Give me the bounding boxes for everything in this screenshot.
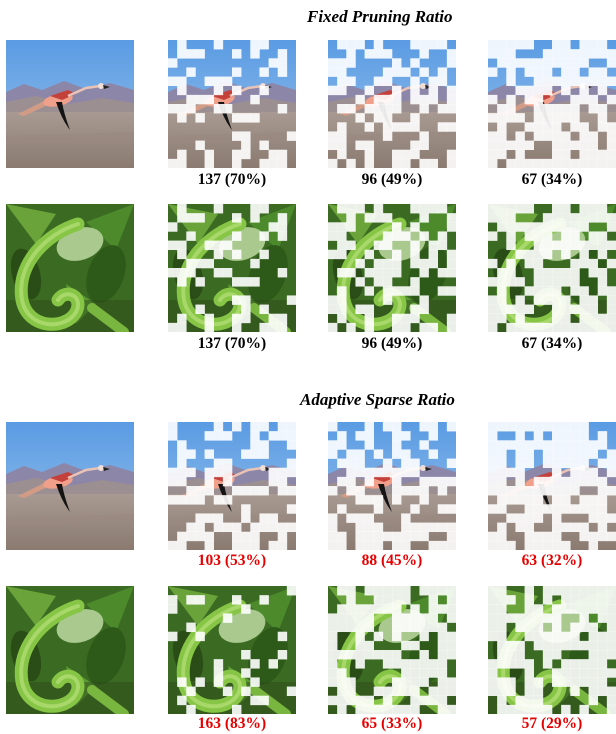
pruned-image-snake-3: [488, 204, 616, 332]
token-count-label: 63 (32%): [521, 552, 583, 569]
token-count-label: 88 (45%): [361, 552, 423, 569]
original-image-flamingo: [6, 40, 134, 168]
original-image-snake: [6, 204, 134, 332]
pruned-image-flamingo-3: [488, 40, 616, 168]
pruned-image-snake-2: [328, 204, 456, 332]
section-title-adaptive: Adaptive Sparse Ratio: [300, 390, 455, 409]
pruned-image-flamingo-1: [168, 422, 296, 550]
original-image-snake: [6, 586, 134, 714]
token-count-label: 96 (49%): [361, 171, 423, 188]
token-count-label: 137 (70%): [197, 335, 267, 352]
pruned-image-snake-3: [488, 586, 616, 714]
token-count-label: 163 (83%): [197, 715, 267, 732]
token-count-label: 57 (29%): [521, 715, 583, 732]
pruned-image-flamingo-2: [328, 422, 456, 550]
section-title-fixed: Fixed Pruning Ratio: [307, 7, 453, 26]
pruned-image-flamingo-2: [328, 40, 456, 168]
token-count-label: 137 (70%): [197, 171, 267, 188]
pruned-image-snake-1: [168, 586, 296, 714]
pruned-image-snake-2: [328, 586, 456, 714]
original-image-flamingo: [6, 422, 134, 550]
pruned-image-snake-1: [168, 204, 296, 332]
token-count-label: 96 (49%): [361, 335, 423, 352]
pruned-image-flamingo-3: [488, 422, 616, 550]
token-count-label: 103 (53%): [197, 552, 267, 569]
token-count-label: 65 (33%): [361, 715, 423, 732]
pruned-image-flamingo-1: [168, 40, 296, 168]
token-count-label: 67 (34%): [521, 171, 583, 188]
token-count-label: 67 (34%): [521, 335, 583, 352]
